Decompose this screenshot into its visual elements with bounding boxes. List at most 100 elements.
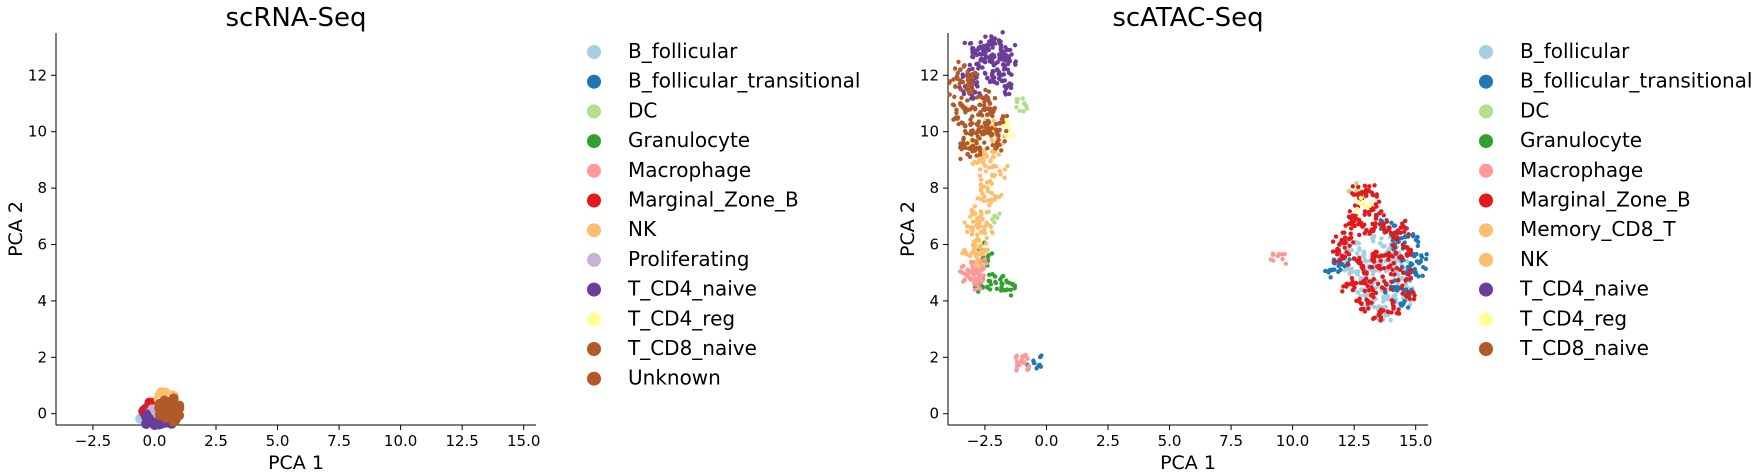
data-point — [998, 39, 1003, 44]
data-point — [960, 251, 965, 256]
data-point — [1347, 243, 1352, 248]
y-axis-label: PCA 2 — [5, 201, 27, 257]
data-point — [1367, 212, 1372, 217]
data-point — [951, 77, 956, 82]
data-point — [1404, 294, 1409, 299]
data-point — [994, 145, 999, 151]
data-point — [1381, 244, 1386, 249]
data-point — [991, 53, 997, 58]
data-point — [972, 70, 978, 76]
data-point — [990, 138, 995, 144]
data-point — [973, 262, 978, 267]
legend-marker — [1479, 193, 1493, 208]
data-point — [997, 211, 1002, 216]
data-point — [1349, 247, 1355, 253]
data-point — [947, 92, 952, 97]
data-point — [1002, 167, 1008, 172]
data-point — [979, 113, 985, 118]
data-point — [962, 277, 967, 283]
data-point — [1342, 263, 1347, 269]
data-point — [959, 264, 965, 270]
data-point — [1389, 279, 1394, 284]
data-point — [1419, 255, 1425, 260]
data-point — [1347, 257, 1352, 262]
data-point — [1006, 54, 1011, 59]
data-point — [992, 220, 997, 225]
data-point — [958, 156, 963, 162]
data-point — [963, 131, 969, 136]
data-point — [962, 220, 967, 225]
data-point — [988, 42, 994, 47]
data-point — [982, 107, 987, 113]
data-point — [1381, 308, 1386, 313]
y-tick-label: 12 — [920, 66, 939, 84]
data-point — [968, 82, 974, 87]
data-point — [1330, 239, 1336, 244]
data-point — [1367, 230, 1373, 235]
legend-marker — [587, 371, 601, 386]
data-point — [952, 84, 958, 89]
data-point — [1377, 309, 1382, 315]
data-point — [974, 131, 979, 136]
data-point — [1021, 109, 1026, 114]
data-point — [1037, 362, 1042, 368]
data-point — [1394, 266, 1400, 271]
data-point — [952, 94, 957, 100]
series-Memory_CD8_T — [960, 204, 995, 269]
data-point — [995, 59, 1000, 65]
data-point — [975, 283, 981, 288]
data-point — [972, 204, 977, 209]
data-point — [1375, 281, 1381, 287]
data-point — [983, 169, 989, 174]
data-point — [970, 87, 975, 92]
x-tick-label: 12.5 — [1337, 432, 1370, 450]
data-point — [1361, 249, 1367, 254]
data-point — [1008, 85, 1014, 91]
data-point — [1356, 269, 1361, 274]
data-point — [967, 62, 973, 68]
data-point — [1368, 279, 1374, 285]
data-point — [1396, 307, 1401, 312]
legend-marker — [587, 193, 601, 208]
data-point — [1362, 209, 1368, 214]
data-point — [1362, 189, 1368, 194]
data-point — [1002, 139, 1007, 144]
data-point — [1350, 287, 1356, 293]
data-point — [997, 127, 1002, 132]
data-point — [988, 158, 993, 163]
x-tick-label: 15.0 — [1399, 432, 1432, 450]
data-point — [955, 70, 961, 76]
data-point — [1381, 213, 1386, 218]
data-point — [1362, 288, 1368, 294]
data-point — [1396, 277, 1401, 283]
data-point — [978, 258, 984, 263]
legend-marker — [1479, 134, 1493, 149]
data-point — [1336, 263, 1341, 269]
data-point — [1367, 184, 1372, 189]
chart-title: scATAC-Seq — [1112, 3, 1263, 33]
series-Unknown — [160, 403, 181, 423]
data-point — [983, 34, 988, 39]
data-point — [1392, 245, 1398, 250]
data-point — [977, 244, 983, 250]
data-point — [989, 251, 995, 256]
legend-label: Macrophage — [1520, 158, 1643, 182]
data-point — [1355, 206, 1360, 212]
data-point — [957, 67, 963, 73]
data-point — [1342, 230, 1347, 235]
data-point — [985, 121, 990, 126]
legend: B_follicular B_follicular_transitional DC G… — [587, 39, 860, 390]
data-point — [969, 96, 974, 101]
data-point — [998, 52, 1003, 57]
data-point — [986, 272, 992, 277]
data-point — [1384, 282, 1389, 287]
data-point — [1346, 214, 1352, 219]
y-tick-label: 0 — [929, 405, 939, 423]
legend-label: Proliferating — [628, 247, 749, 271]
data-point — [988, 106, 993, 112]
data-point — [1392, 278, 1398, 283]
data-point — [994, 81, 1000, 86]
x-axis-label: PCA 1 — [1160, 452, 1216, 474]
data-point — [1371, 255, 1376, 260]
data-point — [1369, 285, 1374, 290]
